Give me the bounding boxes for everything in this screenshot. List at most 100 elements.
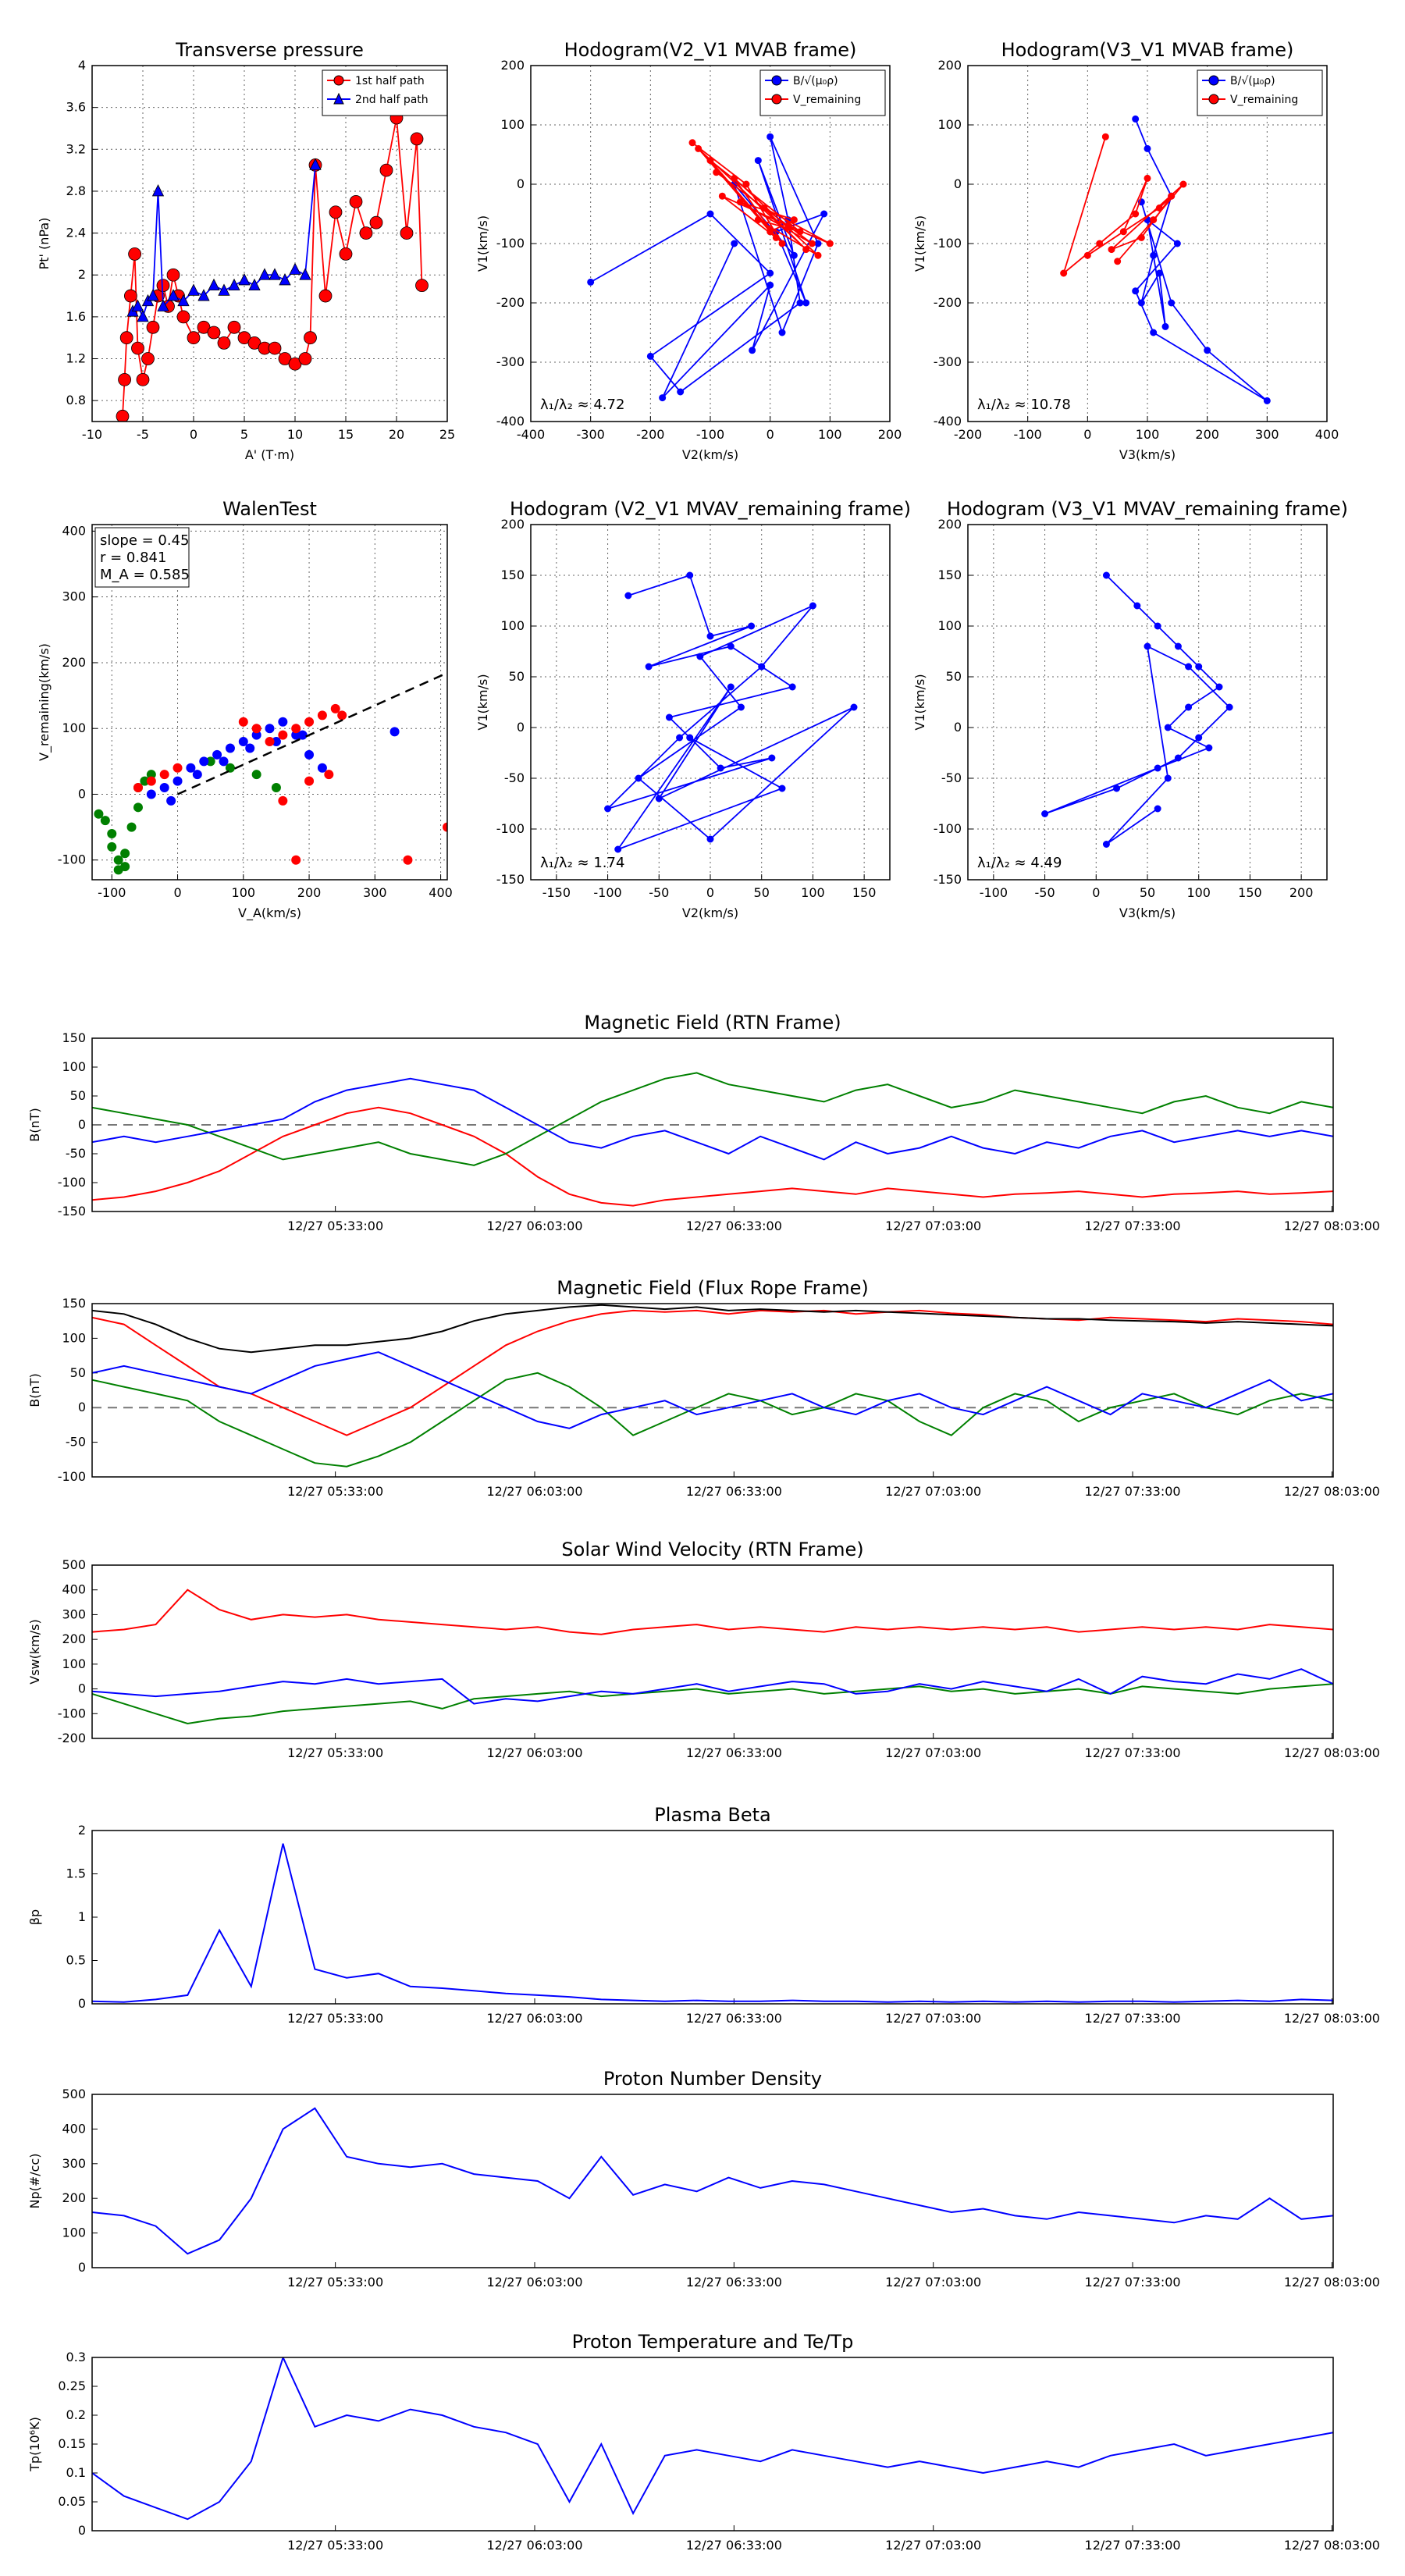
data-point xyxy=(187,331,201,345)
data-point xyxy=(258,268,271,280)
eigen-ratio-annotation: λ₁/λ₂ ≈ 4.72 xyxy=(540,397,624,413)
y-tick-label: 0 xyxy=(78,2260,86,2275)
x-tick-label: 12/27 06:33:00 xyxy=(686,1745,782,1760)
data-point xyxy=(119,331,133,345)
data-point xyxy=(1137,233,1145,241)
x-axis-label: V_A(km/s) xyxy=(238,906,301,921)
data-point xyxy=(796,299,804,307)
legend-label: B/√(μ₀ρ) xyxy=(1230,75,1275,87)
x-tick-label: 12/27 07:33:00 xyxy=(1085,1219,1181,1233)
data-point xyxy=(1096,240,1104,247)
axes-frame xyxy=(967,524,1328,881)
chart-h2: Hodogram(V3_V1 MVAB frame) -200 -100 0 100 20… xyxy=(912,39,1339,462)
y-tick-label: 150 xyxy=(62,1296,86,1311)
y-tick-label: 0 xyxy=(78,786,86,801)
data-point xyxy=(778,240,786,247)
axes-frame xyxy=(91,1303,1334,1478)
y-tick-label: 0 xyxy=(78,1996,86,2011)
data-point xyxy=(1205,744,1213,752)
data-point xyxy=(403,855,413,865)
y-tick-label: -200 xyxy=(496,295,525,310)
y-tick-label: 0 xyxy=(954,176,962,191)
x-tick-label: 20 xyxy=(389,427,404,442)
data-point xyxy=(269,268,281,280)
data-point xyxy=(289,262,301,275)
x-tick-label: 0 xyxy=(173,885,181,900)
data-point xyxy=(1173,240,1181,247)
x-tick-label: 300 xyxy=(363,885,387,900)
data-point xyxy=(271,737,281,747)
data-point xyxy=(1102,571,1110,579)
data-point xyxy=(1154,805,1161,813)
data-point xyxy=(337,710,347,720)
y-tick-label: -300 xyxy=(934,354,962,369)
data-point xyxy=(820,210,828,218)
data-point xyxy=(718,192,726,200)
data-point xyxy=(1132,210,1140,218)
data-point xyxy=(147,289,159,301)
data-point xyxy=(645,663,653,671)
y-axis-label: Vsw(km/s) xyxy=(27,1619,42,1684)
y-tick-label: 0 xyxy=(78,2523,86,2538)
data-point xyxy=(742,180,750,188)
axes-frame xyxy=(530,65,891,422)
data-point xyxy=(695,144,702,152)
data-point xyxy=(330,703,340,713)
chart-title: Proton Temperature and Te/Tp xyxy=(572,2331,854,2353)
x-tick-label: 12/27 05:33:00 xyxy=(287,2011,383,2026)
chart-ts4: Plasma Beta 12/27 05:33:00 12/27 06:03:00 1… xyxy=(27,1804,1380,2026)
data-point xyxy=(107,829,117,839)
axes-frame xyxy=(91,1564,1334,1739)
y-tick-label: -300 xyxy=(496,354,525,369)
y-tick-label: -50 xyxy=(504,770,525,785)
x-tick-label: 12/27 08:03:00 xyxy=(1284,2275,1380,2290)
series-line-vr xyxy=(92,1589,1333,1635)
plot-area xyxy=(92,1072,1333,1207)
data-point xyxy=(1204,347,1211,354)
data-point xyxy=(1114,258,1122,265)
x-tick-label: 100 xyxy=(232,885,256,900)
data-point xyxy=(415,279,429,293)
data-point xyxy=(808,240,816,247)
x-tick-label: 200 xyxy=(878,427,902,442)
data-point xyxy=(278,717,288,727)
data-point xyxy=(137,309,149,322)
y-axis-label: B(nT) xyxy=(27,1108,42,1141)
y-tick-label: -400 xyxy=(934,414,962,429)
data-point xyxy=(1164,724,1172,731)
data-point xyxy=(635,774,642,782)
chart-ts3: Solar Wind Velocity (RTN Frame) 12/27 05:… xyxy=(27,1539,1380,1760)
x-tick-label: 12/27 06:03:00 xyxy=(486,2275,582,2290)
data-point xyxy=(212,749,222,760)
series-line-b xyxy=(1134,119,1268,402)
chart-title: Hodogram (V3_V1 MVAV_remaining frame) xyxy=(947,498,1348,520)
data-point xyxy=(245,743,255,753)
data-point xyxy=(131,341,144,355)
y-tick-label: 3.6 xyxy=(66,100,86,115)
data-point xyxy=(146,776,156,786)
y-tick-label: -150 xyxy=(58,1204,86,1219)
series-line-1sthalfpath xyxy=(122,117,423,417)
x-tick-label: 15 xyxy=(338,427,354,442)
y-tick-label: 100 xyxy=(62,720,86,735)
data-point xyxy=(760,204,768,212)
data-point xyxy=(686,734,694,742)
y-axis-label: Np(#/cc) xyxy=(27,2154,42,2209)
chart-ts6: Proton Temperature and Te/Tp 12/27 05:33:… xyxy=(27,2331,1380,2553)
data-point xyxy=(113,865,123,875)
data-point xyxy=(727,683,735,691)
y-tick-label: 100 xyxy=(62,1059,86,1074)
y-tick-label: 300 xyxy=(62,2156,86,2171)
data-point xyxy=(737,703,745,711)
data-point xyxy=(758,663,766,671)
data-point xyxy=(271,783,281,793)
y-tick-label: -50 xyxy=(66,1435,86,1450)
data-point xyxy=(1150,329,1158,336)
data-point xyxy=(1132,287,1140,295)
data-point xyxy=(802,299,810,307)
y-axis-label: B(nT) xyxy=(27,1373,42,1407)
x-tick-label: -5 xyxy=(137,427,149,442)
data-point xyxy=(187,283,200,296)
data-point xyxy=(279,273,291,286)
y-tick-label: 500 xyxy=(62,2087,86,2101)
